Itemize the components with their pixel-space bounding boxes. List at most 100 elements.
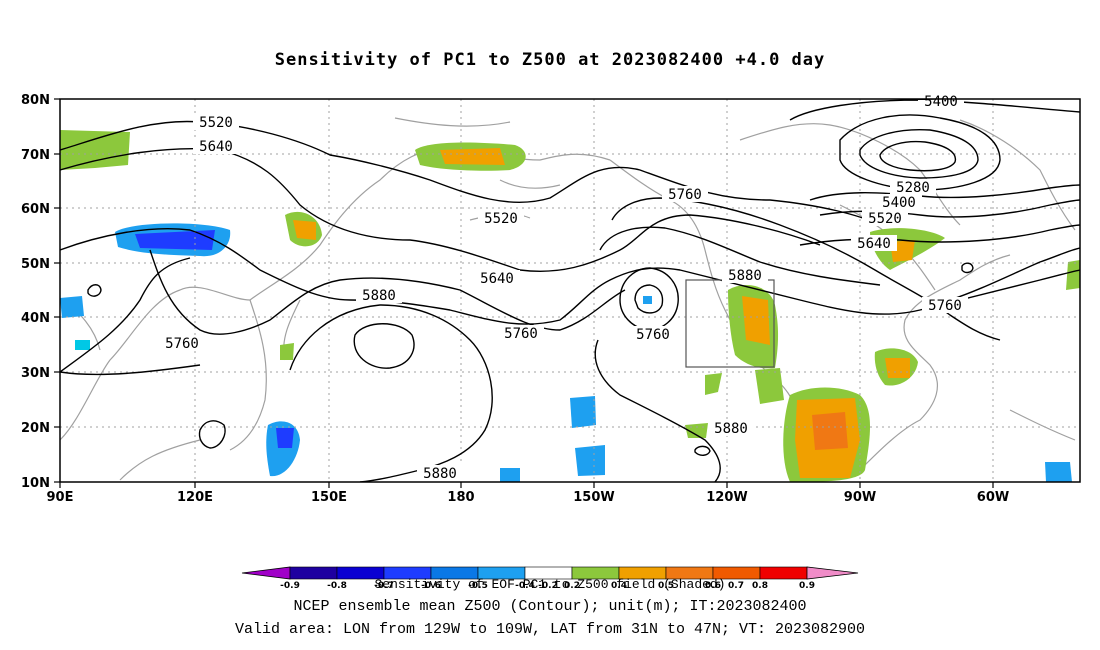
lat-label: 10N bbox=[21, 476, 50, 491]
contour-label-text: 5640 bbox=[199, 139, 233, 155]
shaded-blue-region bbox=[570, 396, 596, 428]
contour-label: 5520 bbox=[862, 210, 908, 227]
shaded-orange-region bbox=[885, 358, 910, 378]
axis-ticks bbox=[54, 98, 994, 488]
contour-label: 5640 bbox=[193, 138, 239, 155]
colorbar-tick: -0.8 bbox=[327, 581, 347, 591]
shaded-orange-region bbox=[293, 220, 316, 240]
contour-label: 5280 bbox=[890, 179, 936, 196]
shaded-deep-blue-region bbox=[276, 428, 294, 448]
shaded-orange-region bbox=[742, 296, 770, 345]
shaded-blue-region bbox=[643, 296, 652, 304]
map-title: Sensitivity of PC1 to Z500 at 2023082400… bbox=[274, 50, 826, 70]
shaded-green-region bbox=[705, 373, 722, 395]
contour-label-text: 5880 bbox=[362, 288, 396, 304]
contour-label: 5760 bbox=[662, 186, 708, 203]
contour-label-text: 5880 bbox=[714, 421, 748, 437]
lon-label: 60W bbox=[977, 490, 1009, 505]
lat-label: 20N bbox=[21, 421, 50, 436]
caption-shaded: Sensitivity of EOF PC1 to Z500 field (Sh… bbox=[374, 577, 726, 592]
colorbar-tick: 0.2 bbox=[564, 581, 580, 591]
colorbar-high-arrow bbox=[806, 566, 859, 580]
lat-label: 40N bbox=[21, 311, 50, 326]
shaded-green-region bbox=[280, 343, 294, 360]
contour-label: 5400 bbox=[918, 94, 964, 110]
colorbar-tick: -0.5 bbox=[468, 581, 488, 591]
lat-label: 60N bbox=[21, 202, 50, 217]
shaded-orange-region bbox=[440, 148, 505, 165]
shaded-green-region bbox=[60, 130, 130, 170]
contour-label-text: 5760 bbox=[668, 187, 702, 203]
contour-label-text: 5640 bbox=[857, 236, 891, 252]
colorbar-tick: -0.7 bbox=[374, 581, 394, 591]
contour-label: 5760 bbox=[498, 325, 544, 342]
shaded-dark-orange-region bbox=[812, 412, 848, 450]
contour-label-text: 5880 bbox=[423, 466, 457, 482]
contour-label: 5520 bbox=[478, 210, 524, 227]
shaded-blue-region bbox=[575, 445, 605, 476]
contour-label-text: 5880 bbox=[728, 268, 762, 284]
colorbar-tick: -0.2 bbox=[538, 581, 558, 591]
contour-label-text: 5760 bbox=[636, 327, 670, 343]
shaded-green-region bbox=[755, 368, 784, 404]
contour-label: 5760 bbox=[922, 297, 968, 314]
caption-valid-area: Valid area: LON from 129W to 109W, LAT f… bbox=[234, 621, 866, 638]
latitude-labels: 80N 70N 60N 50N 40N 30N 20N 10N bbox=[21, 93, 50, 491]
contour-label-text: 5400 bbox=[882, 195, 916, 211]
colorbar-tick: 0.6 bbox=[705, 581, 721, 591]
colorbar-tick: -0.9 bbox=[280, 581, 300, 591]
colorbar-tick: -0.4 bbox=[515, 581, 535, 591]
lat-label: 80N bbox=[21, 93, 50, 108]
contour-label-text: 5520 bbox=[199, 115, 233, 131]
shaded-blue-region bbox=[1045, 462, 1072, 482]
colorbar-tick-labels: -0.9 -0.8 -0.7 -0.6 -0.5 -0.4 -0.2 0.2 0… bbox=[280, 581, 815, 591]
contour-label: 5640 bbox=[474, 270, 520, 287]
contour-label-text: 5280 bbox=[896, 180, 930, 196]
lat-label: 50N bbox=[21, 257, 50, 272]
colorbar-tick: 0.4 bbox=[611, 581, 627, 591]
contour-label-text: 5760 bbox=[928, 298, 962, 314]
contour-label-text: 5760 bbox=[504, 326, 538, 342]
lon-label: 150E bbox=[311, 490, 347, 505]
colorbar-tick: 0.5 bbox=[658, 581, 674, 591]
lat-label: 70N bbox=[21, 148, 50, 163]
caption-contour: NCEP ensemble mean Z500 (Contour); unit(… bbox=[293, 598, 807, 615]
lon-label: 90W bbox=[844, 490, 876, 505]
gridlines bbox=[60, 99, 1080, 482]
contour-label: 5760 bbox=[630, 326, 676, 343]
lon-label: 150W bbox=[573, 490, 614, 505]
colorbar-tick: -0.6 bbox=[421, 581, 441, 591]
longitude-labels: 90E 120E 150E 180 150W 120W 90W 60W bbox=[47, 490, 1010, 505]
map-frame bbox=[59, 98, 1081, 483]
contour-label: 5880 bbox=[417, 465, 463, 482]
contour-label-text: 5640 bbox=[480, 271, 514, 287]
shaded-cyan-region bbox=[75, 340, 90, 350]
contour-label-text: 5520 bbox=[868, 211, 902, 227]
contour-label: 5640 bbox=[851, 235, 897, 252]
colorbar: -0.9 -0.8 -0.7 -0.6 -0.5 -0.4 -0.2 0.2 0… bbox=[241, 566, 859, 591]
colorbar-tick: 0.8 bbox=[752, 581, 768, 591]
contour-labels: 5520 5640 5520 5640 5760 5880 5760 5760 … bbox=[159, 94, 968, 482]
contour-label: 5520 bbox=[193, 114, 239, 131]
lon-label: 90E bbox=[47, 490, 74, 505]
colorbar-tick: 0.7 bbox=[728, 581, 744, 591]
shaded-blue-region bbox=[60, 296, 84, 318]
contour-label: 5760 bbox=[159, 335, 205, 352]
shaded-regions bbox=[60, 130, 1080, 482]
contour-label-text: 5400 bbox=[924, 94, 958, 110]
colorbar-tick: 0.9 bbox=[799, 581, 815, 591]
shaded-green-region bbox=[1066, 260, 1080, 290]
contour-label: 5880 bbox=[722, 267, 768, 284]
shaded-blue-region bbox=[500, 468, 520, 482]
lon-label: 120E bbox=[177, 490, 213, 505]
contour-label: 5880 bbox=[356, 287, 402, 304]
lon-label: 120W bbox=[706, 490, 747, 505]
contour-label-text: 5760 bbox=[165, 336, 199, 352]
lon-label: 180 bbox=[447, 490, 474, 505]
contour-label: 5880 bbox=[708, 420, 754, 437]
contour-label: 5400 bbox=[876, 194, 922, 211]
contour-label-text: 5520 bbox=[484, 211, 518, 227]
z500-contours bbox=[60, 99, 1080, 482]
lat-label: 30N bbox=[21, 366, 50, 381]
